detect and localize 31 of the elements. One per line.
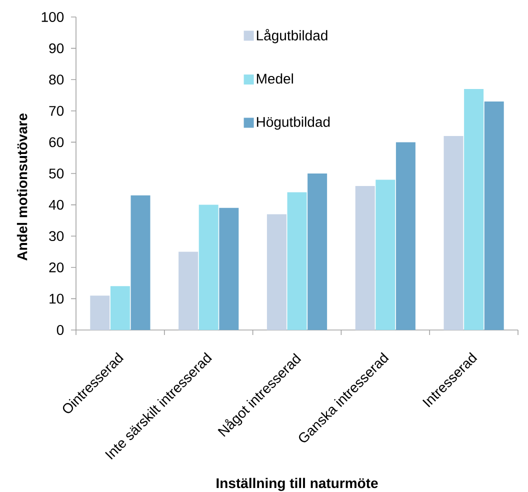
y-tick-label: 20 xyxy=(49,262,64,272)
y-tick-label: 60 xyxy=(49,137,64,148)
y-axis-title: Andel motionsutövare xyxy=(16,114,28,261)
y-tick-label: 90 xyxy=(49,43,64,54)
y-tick-label: 80 xyxy=(49,74,64,85)
bar xyxy=(90,296,110,330)
y-tick-label: 100 xyxy=(42,12,64,22)
bar xyxy=(178,252,198,330)
bar xyxy=(266,214,286,330)
bar xyxy=(198,204,218,330)
y-tick-label: 40 xyxy=(48,200,64,210)
bar xyxy=(444,136,464,330)
y-tick-label: 50 xyxy=(49,168,64,178)
bar xyxy=(308,174,328,330)
bar xyxy=(355,186,375,330)
y-tick-label: 10 xyxy=(50,294,64,304)
bar xyxy=(130,195,150,330)
y-tick-label: 0 xyxy=(56,325,64,335)
bar xyxy=(376,180,396,330)
legend-label: Högutbildad xyxy=(256,116,330,130)
bar xyxy=(464,88,484,330)
y-tick-label: 30 xyxy=(49,231,64,242)
legend-label: Lågutbildad xyxy=(256,29,328,44)
legend-label: Medel xyxy=(256,73,293,84)
x-axis-title: Inställning till naturmöte xyxy=(216,478,378,491)
bar xyxy=(110,286,130,330)
y-tick-label: 70 xyxy=(49,106,64,116)
bar xyxy=(287,192,307,330)
bar xyxy=(219,208,239,330)
bar xyxy=(396,142,416,330)
bar xyxy=(484,102,504,330)
